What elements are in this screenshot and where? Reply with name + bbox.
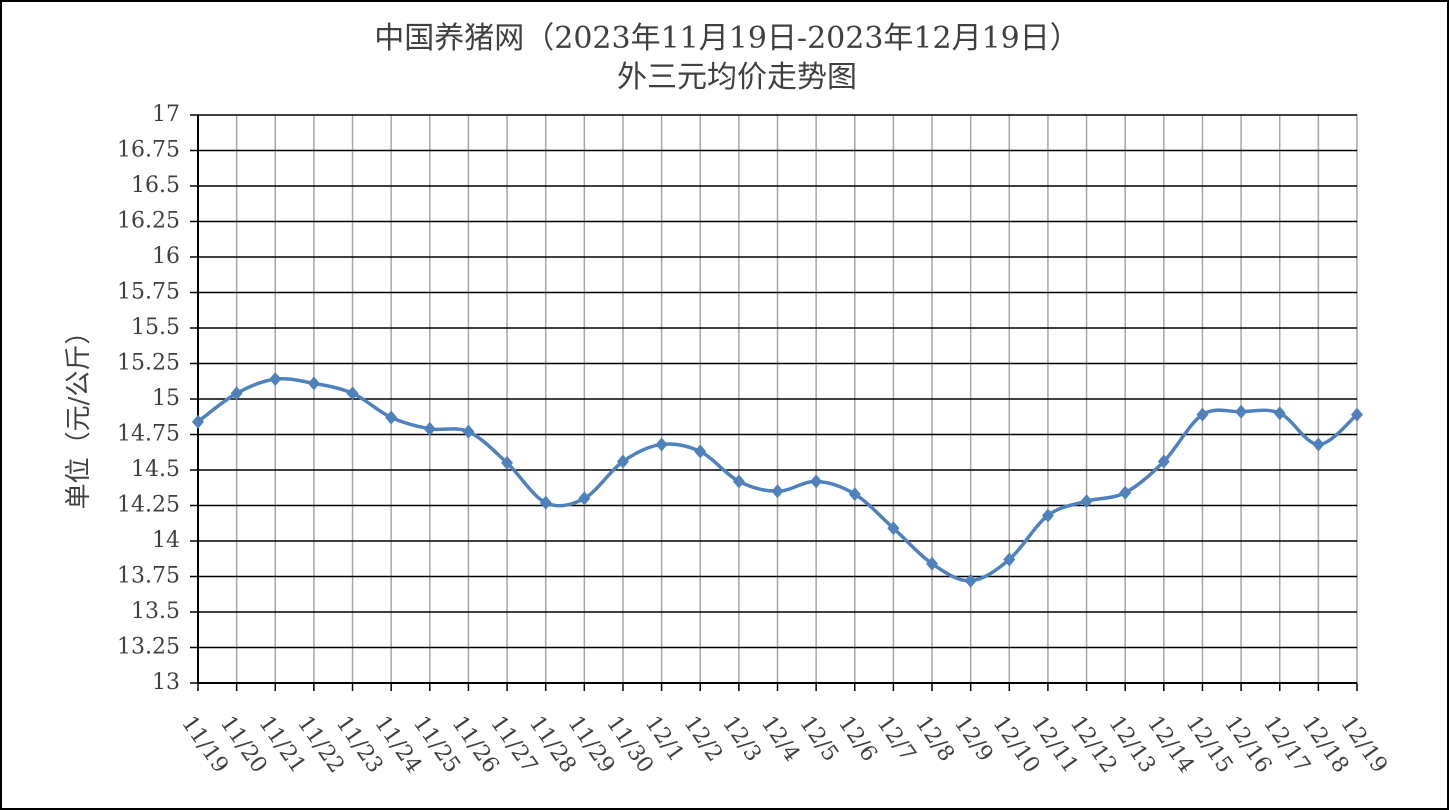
marker xyxy=(307,376,320,391)
y-tick-label: 15 xyxy=(152,386,180,411)
marker xyxy=(230,386,243,401)
chart-subtitle: 外三元均价走势图 xyxy=(617,60,857,95)
marker xyxy=(578,491,591,506)
marker xyxy=(1003,552,1016,567)
y-tick-label: 14.75 xyxy=(117,422,180,447)
marker xyxy=(848,487,861,502)
y-tick-label: 13.75 xyxy=(117,564,180,589)
y-tick-label: 14.5 xyxy=(131,457,180,482)
y-tick-label: 13.5 xyxy=(131,599,180,624)
marker xyxy=(732,474,745,489)
marker xyxy=(1119,485,1132,500)
y-tick-label: 16.75 xyxy=(117,138,180,163)
marker xyxy=(887,521,900,536)
y-axis-label: 单位（元/公斤） xyxy=(64,319,94,510)
y-tick-label: 16.25 xyxy=(117,209,180,234)
marker xyxy=(501,455,514,470)
marker xyxy=(1235,404,1248,419)
marker xyxy=(655,437,668,452)
marker xyxy=(771,484,784,499)
marker xyxy=(346,386,359,401)
marker xyxy=(1351,407,1363,422)
marker xyxy=(1080,494,1093,509)
marker xyxy=(462,424,475,439)
y-tick-label: 16 xyxy=(152,244,180,269)
chart-title: 中国养猪网（2023年11月19日-2023年12月19日） xyxy=(374,21,1080,56)
marker xyxy=(964,573,977,588)
marker xyxy=(269,372,282,387)
marker xyxy=(810,474,823,489)
y-tick-label: 15.5 xyxy=(131,315,180,340)
marker xyxy=(694,444,707,459)
y-tick-label: 14.25 xyxy=(117,493,180,518)
y-tick-label: 17 xyxy=(152,102,180,127)
marker xyxy=(1273,406,1286,421)
y-tick-label: 15.75 xyxy=(117,280,180,305)
y-tick-label: 15.25 xyxy=(117,351,180,376)
y-tick-label: 13.25 xyxy=(117,635,180,660)
marker xyxy=(1157,454,1170,469)
marker xyxy=(1041,508,1054,523)
marker xyxy=(1196,407,1209,422)
marker xyxy=(423,421,436,436)
marker xyxy=(385,410,398,425)
marker xyxy=(539,495,552,510)
marker xyxy=(1312,437,1325,452)
marker xyxy=(192,414,204,429)
y-tick-label: 14 xyxy=(152,528,180,553)
marker xyxy=(616,454,629,469)
y-tick-label: 16.5 xyxy=(131,173,180,198)
y-tick-label: 13 xyxy=(152,670,180,695)
marker xyxy=(926,556,939,571)
